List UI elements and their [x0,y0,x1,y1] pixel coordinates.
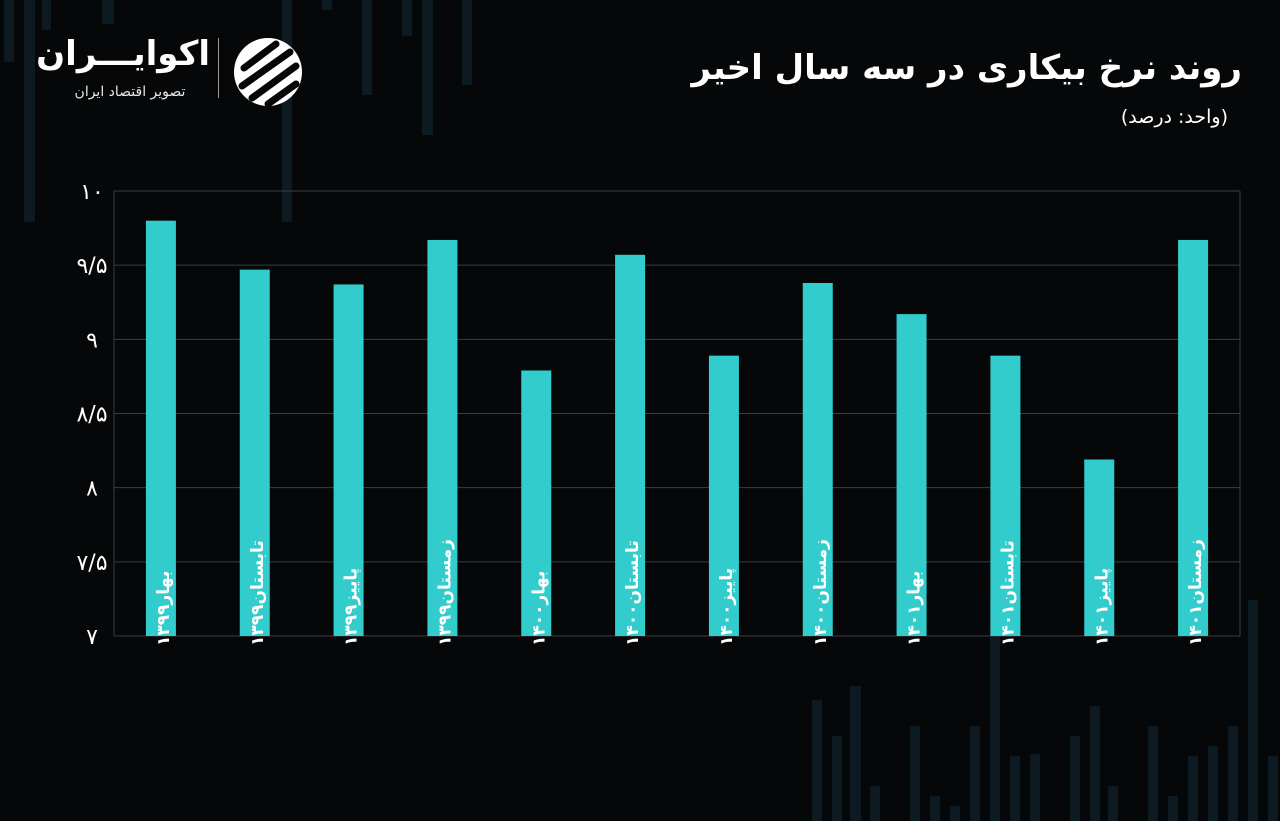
y-tick-label: ۷/۵ [76,551,107,576]
bar [708,355,739,636]
x-tick-label: زمستان۱۴۰۰ [811,539,831,646]
bar [239,269,270,636]
y-tick-label: ۸/۵ [76,403,107,428]
bar [427,239,458,636]
y-tick-label: ۸ [86,477,98,502]
x-tick-label: تابستان۱۳۹۹ [248,540,268,646]
y-tick-label: ۹ [86,328,98,353]
y-tick-label: ۷ [86,625,98,650]
brand-logo: اکوایـــران تصویر اقتصاد ایران [36,30,318,110]
logo-name: اکوایـــران [36,34,210,74]
bar [990,355,1021,636]
x-tick-label: بهار۱۴۰۱ [905,571,925,646]
bar [145,220,176,636]
bar [1178,239,1209,636]
bar [615,254,646,637]
x-tick-label: تابستان۱۴۰۱ [998,540,1018,646]
y-tick-label: ۱۰ [80,180,104,205]
ekoiran-logo-icon [234,38,302,108]
chart-unit-subtitle: (واحد: درصد) [1120,106,1228,128]
x-tick-label: زمستان۱۳۹۹ [435,539,455,646]
logo-tagline: تصویر اقتصاد ایران [74,84,186,100]
bar [521,370,552,636]
chart-title: روند نرخ بیکاری در سه سال اخیر [691,48,1242,88]
x-tick-label: تابستان۱۴۰۰ [623,540,643,646]
x-tick-label: زمستان۱۴۰۱ [1186,539,1206,646]
bar [1084,459,1115,636]
y-tick-label: ۹/۵ [76,254,107,279]
x-tick-label: بهار۱۴۰۰ [529,571,549,646]
bar [802,282,833,636]
bar [333,284,364,636]
x-tick-label: پاییز۱۴۰۰ [717,568,737,646]
bar [896,314,927,636]
x-tick-label: پاییز۱۴۰۱ [1092,568,1112,646]
logo-divider [218,38,219,98]
x-tick-label: بهار۱۳۹۹ [154,571,174,646]
x-tick-label: پاییز۱۳۹۹ [342,568,362,646]
